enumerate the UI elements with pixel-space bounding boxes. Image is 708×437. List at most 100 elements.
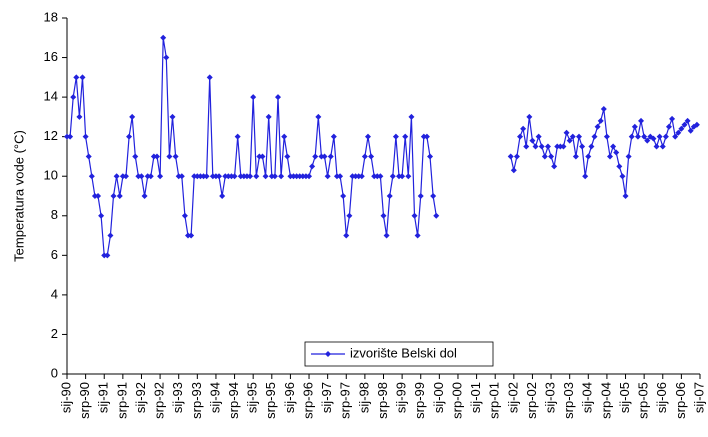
series-line xyxy=(67,37,698,256)
data-point xyxy=(216,173,223,180)
data-point xyxy=(554,143,561,150)
data-point xyxy=(110,193,117,199)
data-point xyxy=(687,127,694,134)
data-point xyxy=(237,173,244,180)
data-point xyxy=(644,137,651,144)
data-point xyxy=(380,212,387,219)
data-point xyxy=(253,173,260,180)
data-point xyxy=(95,193,102,199)
x-tick-label: sij-97 xyxy=(319,382,334,413)
data-point xyxy=(315,113,322,120)
data-point xyxy=(324,173,331,180)
data-point xyxy=(306,173,313,180)
data-point xyxy=(597,117,604,124)
data-point xyxy=(557,143,564,150)
data-point xyxy=(349,173,356,180)
data-point xyxy=(507,153,514,160)
data-point xyxy=(129,113,136,120)
data-point xyxy=(330,133,337,140)
y-tick-label: 6 xyxy=(51,247,58,262)
data-point xyxy=(607,153,614,160)
data-point xyxy=(355,173,362,180)
data-point xyxy=(352,173,359,180)
data-point xyxy=(150,153,157,160)
data-point xyxy=(200,173,207,180)
data-point xyxy=(98,212,105,219)
data-point xyxy=(371,173,378,180)
data-point xyxy=(302,173,309,180)
data-point xyxy=(619,173,626,180)
x-tick-label: srp-02 xyxy=(524,382,539,419)
data-point xyxy=(613,149,620,156)
y-tick-label: 10 xyxy=(44,168,58,183)
data-point xyxy=(563,129,570,136)
data-point xyxy=(85,153,92,160)
data-point xyxy=(548,153,555,160)
data-point xyxy=(513,153,520,160)
data-point xyxy=(678,125,685,132)
x-tick-label: srp-04 xyxy=(598,382,613,419)
data-point xyxy=(178,173,185,180)
y-tick-label: 0 xyxy=(51,365,58,380)
data-point xyxy=(417,193,424,199)
data-point xyxy=(575,133,582,140)
data-point xyxy=(243,173,250,180)
data-point xyxy=(517,133,524,140)
data-point xyxy=(107,232,114,239)
y-tick-label: 12 xyxy=(44,128,58,143)
data-point xyxy=(650,135,657,142)
data-point xyxy=(82,133,89,140)
x-tick-label: sij-96 xyxy=(282,382,297,413)
data-point xyxy=(287,173,294,180)
data-point xyxy=(296,173,303,180)
data-point xyxy=(610,143,617,150)
data-point xyxy=(157,173,164,180)
data-point xyxy=(91,193,98,199)
x-tick-label: sij-99 xyxy=(394,382,409,413)
data-point xyxy=(585,153,592,160)
data-point xyxy=(625,153,632,160)
data-point xyxy=(364,133,371,140)
data-point xyxy=(119,173,126,180)
data-point xyxy=(321,153,328,160)
data-point xyxy=(312,153,319,160)
data-point xyxy=(386,193,393,199)
data-point xyxy=(281,133,288,140)
data-point xyxy=(222,173,229,180)
data-point xyxy=(520,125,527,132)
x-tick-label: sij-06 xyxy=(654,382,669,413)
x-tick-label: srp-01 xyxy=(487,382,502,419)
data-point xyxy=(262,173,269,180)
data-point xyxy=(147,173,154,180)
x-tick-label: sij-03 xyxy=(542,382,557,413)
data-point xyxy=(197,173,204,180)
y-tick-label: 16 xyxy=(44,49,58,64)
data-point xyxy=(377,173,384,180)
data-point xyxy=(569,133,576,140)
data-point xyxy=(383,232,390,239)
y-axis-label: Temperatura vode (°C) xyxy=(11,130,26,262)
data-point xyxy=(271,173,278,180)
data-point xyxy=(523,143,530,150)
data-point xyxy=(181,212,188,219)
data-point xyxy=(669,115,676,122)
data-point xyxy=(135,173,142,180)
data-point xyxy=(631,123,638,130)
data-point xyxy=(212,173,219,180)
data-point xyxy=(588,143,595,150)
data-point xyxy=(638,117,645,124)
data-point xyxy=(368,153,375,160)
x-tick-label: srp-98 xyxy=(375,382,390,419)
data-point xyxy=(526,113,533,120)
data-point xyxy=(402,133,409,140)
data-point xyxy=(265,113,272,120)
data-point xyxy=(175,173,182,180)
data-point xyxy=(693,121,700,128)
data-point xyxy=(541,153,548,160)
data-point xyxy=(414,232,421,239)
data-point xyxy=(153,153,160,160)
x-tick-label: srp-96 xyxy=(300,382,315,419)
x-tick-label: sij-01 xyxy=(468,382,483,413)
data-point xyxy=(169,113,176,120)
x-tick-label: sij-07 xyxy=(691,382,706,413)
